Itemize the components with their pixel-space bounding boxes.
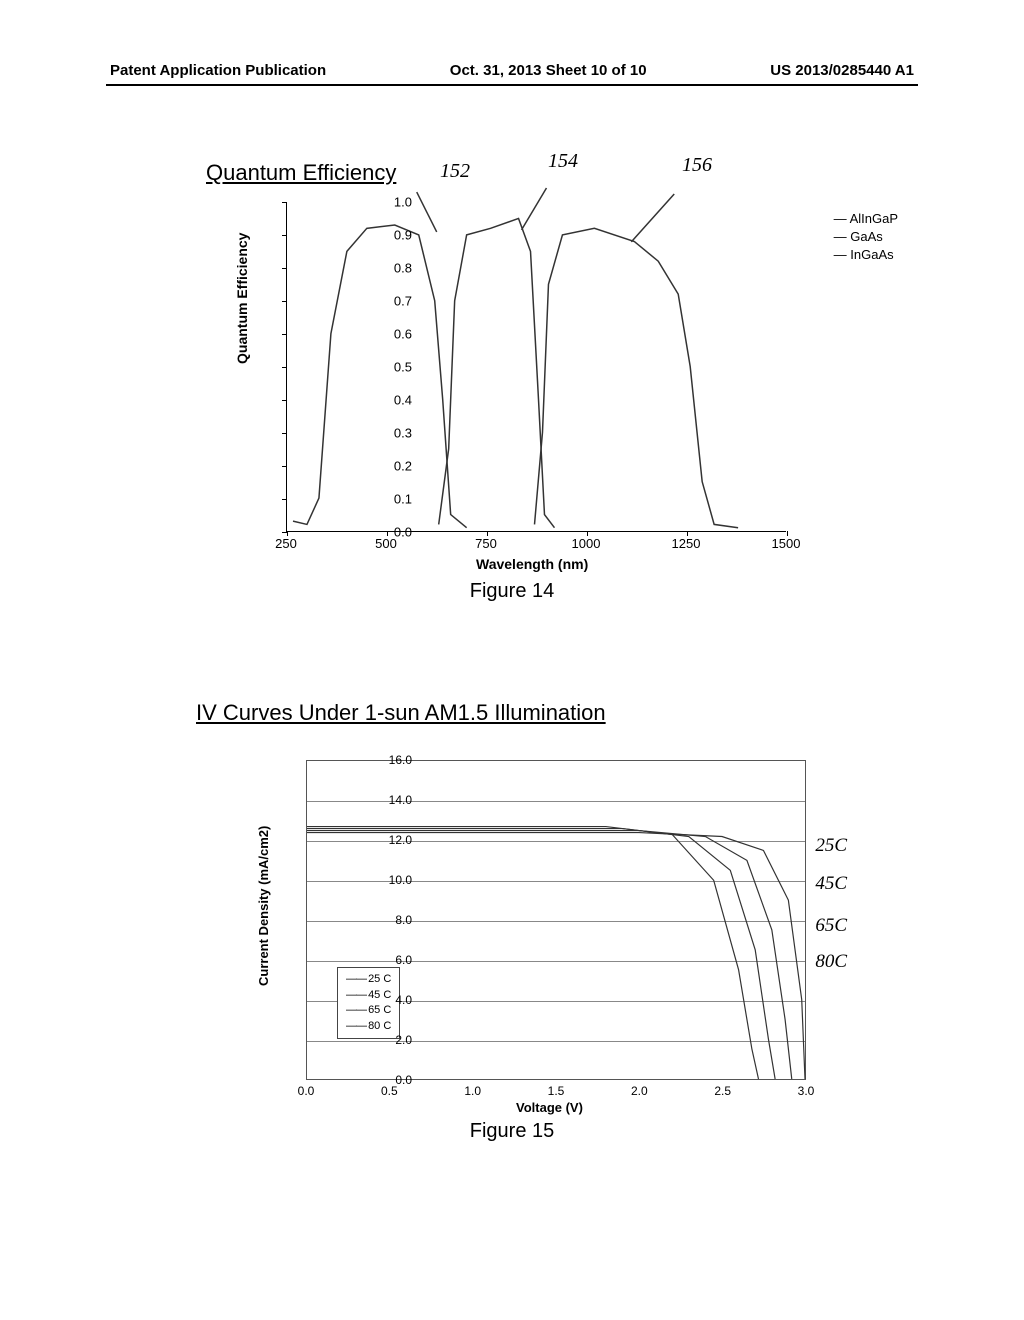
fig15-xtick: 1.0 [464,1084,481,1098]
fig14-title: Quantum Efficiency [206,160,396,186]
fig14-xtick: 1250 [672,536,701,551]
fig14-ytick: 0.2 [394,459,412,474]
annotation-45c: 45C [815,873,847,895]
fig14-ytick: 1.0 [394,195,412,210]
fig15-xtick: 3.0 [798,1084,815,1098]
legend-80c: 80 C [346,1019,391,1034]
legend-alingap: AlInGaP [834,210,898,228]
fig14-ytick: 0.4 [394,393,412,408]
fig14-xlabel: Wavelength (nm) [476,556,588,572]
annotation-25c: 25C [815,835,847,857]
fig14-xtick: 500 [375,536,397,551]
fig15-ytick: 14.0 [389,793,412,807]
fig15-ytick: 10.0 [389,873,412,887]
fig15-title: IV Curves Under 1-sun AM1.5 Illumination [196,700,606,726]
legend-25c: 25 C [346,972,391,987]
curve-45c [307,831,792,1079]
patent-header: Patent Application Publication Oct. 31, … [110,62,914,79]
legend-45c: 45 C [346,988,391,1003]
fig14-ytick: 0.7 [394,294,412,309]
fig14-legend: AlInGaP GaAs InGaAs [834,210,898,265]
fig15-ytick: 12.0 [389,833,412,847]
fig14-ylabel: Quantum Efficiency [234,233,250,364]
fig15-caption: Figure 15 [106,1120,918,1143]
fig14-ytick: 0.9 [394,228,412,243]
annotation-154: 154 [548,150,578,173]
curve-gaas [439,218,555,527]
legend-gaas: GaAs [834,228,898,246]
curve-ingaas [535,228,739,527]
fig14-ytick: 0.3 [394,426,412,441]
leader-152 [417,192,437,232]
fig14-xtick: 1000 [572,536,601,551]
fig15-ytick: 2.0 [395,1033,412,1047]
curve-25c [307,833,805,1079]
header-publication: Patent Application Publication [110,62,326,79]
curve-80c [307,827,758,1079]
annotation-156: 156 [682,154,712,177]
legend-ingaas: InGaAs [834,246,898,264]
fig15-legend: 25 C 45 C 65 C 80 C [337,967,400,1039]
fig15-xtick: 2.0 [631,1084,648,1098]
fig14-xtick: 1500 [772,536,801,551]
leader-154 [522,188,547,230]
header-rule [106,84,918,86]
fig15-ytick: 16.0 [389,753,412,767]
leader-156 [631,194,674,242]
header-date-sheet: Oct. 31, 2013 Sheet 10 of 10 [450,62,647,79]
curve-alingap [293,225,467,528]
fig15-xtick: 0.0 [298,1084,315,1098]
fig15-ytick: 8.0 [395,913,412,927]
fig15-xtick: 0.5 [381,1084,398,1098]
annotation-80c: 80C [815,951,847,973]
header-pubnum: US 2013/0285440 A1 [770,62,914,79]
fig14-ytick: 0.1 [394,492,412,507]
fig14-curves [287,202,786,531]
fig15-ytick: 4.0 [395,993,412,1007]
fig15-xlabel: Voltage (V) [516,1100,583,1115]
annotation-65c: 65C [815,915,847,937]
fig14-xtick: 750 [475,536,497,551]
fig15-ylabel: Current Density (mA/cm2) [256,826,271,986]
figure-15: IV Curves Under 1-sun AM1.5 Illumination… [106,700,918,1190]
fig14-xtick: 250 [275,536,297,551]
fig14-plot: AlInGaP GaAs InGaAs [286,202,786,532]
figure-14: Quantum Efficiency 152 154 156 Quantum E… [106,160,918,640]
fig14-caption: Figure 14 [106,580,918,603]
fig14-ytick: 0.5 [394,360,412,375]
fig14-ytick: 0.6 [394,327,412,342]
annotation-152: 152 [440,160,470,183]
fig15-plot: 25 C 45 C 65 C 80 C 25C 45C 65C 80C [306,760,806,1080]
legend-65c: 65 C [346,1003,391,1018]
fig15-xtick: 1.5 [548,1084,565,1098]
fig15-xtick: 2.5 [714,1084,731,1098]
fig14-ytick: 0.8 [394,261,412,276]
curve-65c [307,829,775,1079]
fig15-ytick: 6.0 [395,953,412,967]
